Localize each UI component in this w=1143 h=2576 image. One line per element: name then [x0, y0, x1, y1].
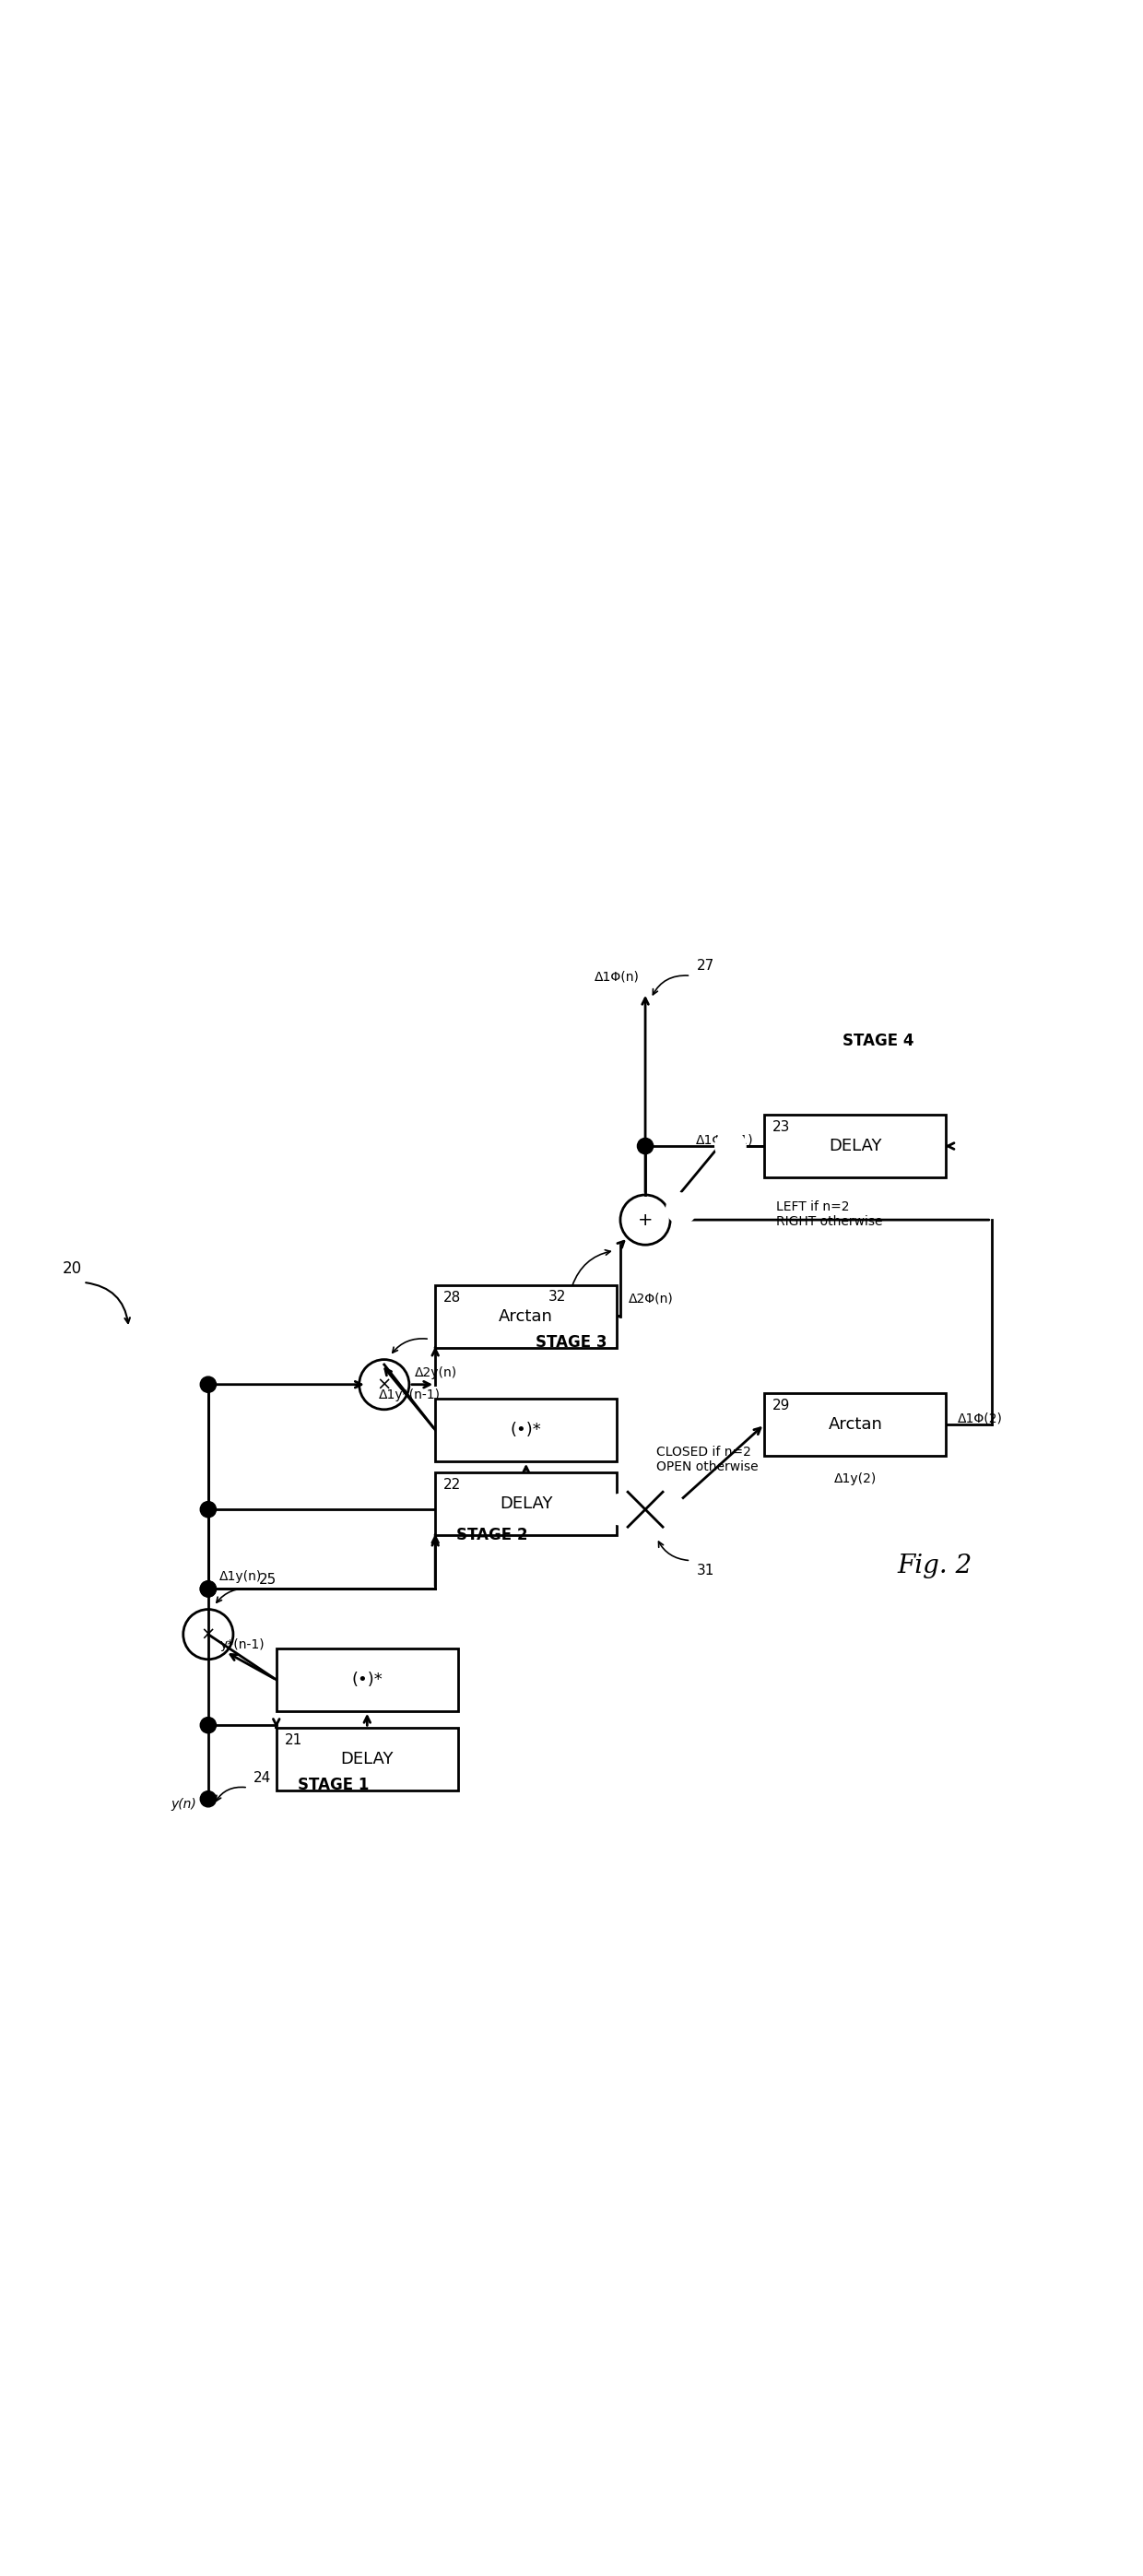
Text: STAGE 2: STAGE 2 [456, 1528, 528, 1543]
Text: 23: 23 [773, 1121, 790, 1133]
Text: DELAY: DELAY [341, 1752, 393, 1767]
Text: Δ1y(n): Δ1y(n) [219, 1571, 262, 1584]
Text: CLOSED if n=2
OPEN otherwise: CLOSED if n=2 OPEN otherwise [656, 1445, 759, 1473]
Text: 25: 25 [259, 1574, 277, 1587]
Text: Δ1y(2): Δ1y(2) [834, 1473, 877, 1486]
Text: +: + [638, 1211, 653, 1229]
Text: y(n): y(n) [171, 1798, 197, 1811]
Circle shape [200, 1502, 216, 1517]
Text: DELAY: DELAY [829, 1139, 882, 1154]
FancyBboxPatch shape [435, 1473, 617, 1535]
FancyBboxPatch shape [277, 1649, 458, 1710]
Circle shape [200, 1582, 216, 1597]
Circle shape [656, 1494, 685, 1525]
FancyBboxPatch shape [435, 1399, 617, 1461]
Text: DELAY: DELAY [499, 1497, 552, 1512]
Text: STAGE 1: STAGE 1 [297, 1777, 369, 1793]
Text: Fig. 2: Fig. 2 [897, 1553, 973, 1579]
Text: ×: × [201, 1625, 216, 1643]
Circle shape [200, 1790, 216, 1806]
Text: 28: 28 [443, 1291, 461, 1303]
Text: Arctan: Arctan [829, 1417, 882, 1432]
Circle shape [666, 1193, 696, 1224]
Text: LEFT if n=2
RIGHT otherwise: LEFT if n=2 RIGHT otherwise [776, 1200, 882, 1229]
Text: Arctan: Arctan [499, 1309, 553, 1324]
Circle shape [200, 1376, 216, 1394]
Text: Δ2Φ(n): Δ2Φ(n) [629, 1293, 673, 1306]
Text: 29: 29 [773, 1399, 790, 1412]
Text: 22: 22 [443, 1479, 461, 1492]
Text: 21: 21 [285, 1734, 302, 1747]
Circle shape [200, 1582, 216, 1597]
Text: Δ1y*(n-1): Δ1y*(n-1) [378, 1388, 440, 1401]
Text: 31: 31 [696, 1564, 714, 1577]
FancyBboxPatch shape [765, 1394, 946, 1455]
FancyBboxPatch shape [277, 1728, 458, 1790]
Circle shape [606, 1494, 636, 1525]
Text: (•)*: (•)* [511, 1422, 542, 1437]
Text: Δ1Φ(n): Δ1Φ(n) [594, 971, 640, 984]
Circle shape [638, 1139, 654, 1154]
Text: STAGE 3: STAGE 3 [536, 1334, 607, 1350]
Text: 32: 32 [547, 1291, 566, 1303]
Text: STAGE 4: STAGE 4 [842, 1033, 913, 1048]
Text: 26: 26 [435, 1324, 453, 1337]
Text: Δ2y(n): Δ2y(n) [415, 1365, 457, 1378]
Text: 20: 20 [62, 1260, 81, 1278]
Text: Δ1Φ(2): Δ1Φ(2) [958, 1412, 1002, 1425]
Circle shape [200, 1718, 216, 1734]
Text: Δ1Φ(n-1): Δ1Φ(n-1) [695, 1133, 753, 1146]
FancyBboxPatch shape [435, 1285, 617, 1347]
Text: y*(n-1): y*(n-1) [219, 1638, 265, 1651]
Circle shape [716, 1131, 745, 1162]
Text: (•)*: (•)* [352, 1672, 383, 1687]
FancyBboxPatch shape [765, 1115, 946, 1177]
Text: ×: × [377, 1376, 392, 1394]
Text: 24: 24 [254, 1772, 271, 1785]
Text: 27: 27 [696, 958, 714, 971]
